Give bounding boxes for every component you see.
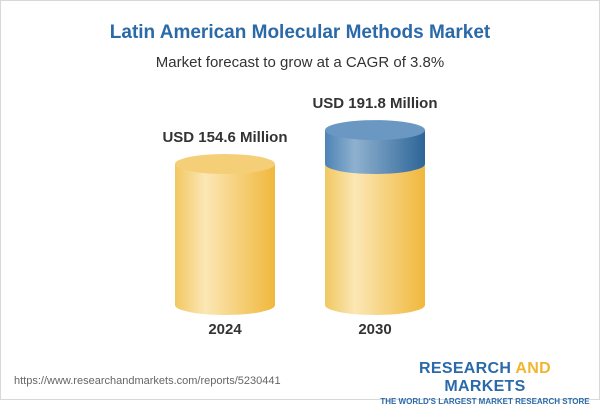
cylinder-top-2030 bbox=[325, 120, 425, 141]
chart-title: Latin American Molecular Methods Market bbox=[109, 22, 491, 43]
research-and-markets-logo: RESEARCH AND MARKETS THE WORLD'S LARGEST… bbox=[380, 360, 590, 406]
cylinder-growth-2030 bbox=[325, 130, 425, 174]
category-label: 2030 bbox=[358, 321, 391, 338]
data-label: USD 154.6 Million bbox=[162, 129, 287, 146]
cylinder-base-2030 bbox=[325, 164, 425, 315]
category-label: 2024 bbox=[208, 321, 242, 338]
source-url[interactable]: https://www.researchandmarkets.com/repor… bbox=[14, 375, 281, 387]
chart-subtitle: Market forecast to grow at a CAGR of 3.8… bbox=[155, 54, 445, 71]
cylinder-base-2024 bbox=[175, 164, 275, 315]
cylinder-top-2024 bbox=[175, 154, 275, 174]
data-label: USD 191.8 Million bbox=[312, 95, 437, 112]
